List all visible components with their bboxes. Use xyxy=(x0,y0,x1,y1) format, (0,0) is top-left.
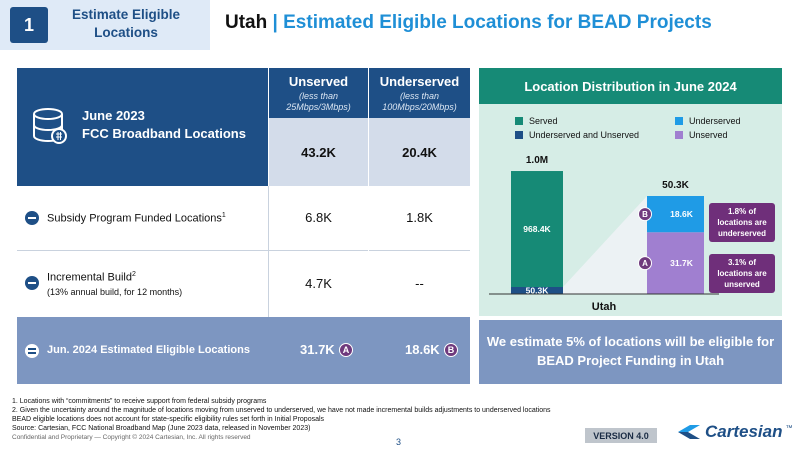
row-underserved-value: -- xyxy=(415,276,424,291)
legend-item-underserved: Underserved xyxy=(675,116,741,126)
row-unserved-value: 6.8K xyxy=(305,210,332,225)
footnote-2: 2. Given the uncertainty around the magn… xyxy=(12,407,551,414)
row-underserved-value: 1.8K xyxy=(406,210,433,225)
bar-badge xyxy=(638,207,652,222)
legend-swatch xyxy=(675,117,683,125)
bar-badge-label: A xyxy=(642,259,648,268)
zoom-wedge xyxy=(563,196,647,294)
title-rest: Estimated Eligible Locations for BEAD Pr… xyxy=(283,12,712,33)
bar-segment-label: 31.7K xyxy=(670,258,694,268)
column-divider xyxy=(368,68,369,317)
page-number: 3 xyxy=(396,437,402,447)
chart-conclusion: We estimate 5% of locations will be elig… xyxy=(479,320,782,384)
hero-line2: FCC Broadband Locations xyxy=(82,126,246,141)
bar-total-label: 50.3K xyxy=(662,180,689,191)
company-logo: Cartesian ™ xyxy=(676,422,792,442)
confidential-notice: Confidential and Proprietary — Copyright… xyxy=(12,434,251,441)
bar-segment-underserved-and-unserved xyxy=(511,287,563,294)
legend-swatch xyxy=(515,117,523,125)
bar-badge xyxy=(638,256,652,271)
source-note: Source: Cartesian, FCC National Broadban… xyxy=(12,425,311,432)
footnotes: 1. Locations with “commitments” to recei… xyxy=(12,397,551,433)
logo-wordmark: Cartesian xyxy=(705,422,783,441)
legend-item-unserved: Unserved xyxy=(675,130,728,140)
x-axis-label: Utah xyxy=(592,301,617,313)
table-row: Incremental Build2 (13% annual build, fo… xyxy=(17,251,470,317)
unserved-sub2: 25Mbps/3Mbps) xyxy=(286,102,351,112)
total-underserved-value: 18.6K xyxy=(405,342,440,357)
row-unserved-value: 4.7K xyxy=(305,276,332,291)
hero-line1: June 2023 xyxy=(82,108,145,123)
logo-trademark: ™ xyxy=(785,424,793,432)
callout-underserved: 1.8% of locations are underserved xyxy=(709,203,775,242)
column-divider xyxy=(268,186,269,317)
cartesian-logo-icon xyxy=(678,425,700,439)
table-row: Subsidy Program Funded Locations1 6.8K 1… xyxy=(17,186,470,251)
section-banner-arrow xyxy=(196,0,210,50)
database-icon xyxy=(33,108,67,144)
unserved-column-header: Unserved (less than 25Mbps/3Mbps) xyxy=(269,68,368,118)
version-badge: VERSION 4.0 xyxy=(585,428,657,443)
footnote-3: BEAD eligible locations does not account… xyxy=(12,416,325,423)
underserved-heading: Underserved xyxy=(379,74,460,89)
chart-panel: Location Distribution in June 2024 Serve… xyxy=(479,68,782,384)
legend-item-underserved-and-unserved: Underserved and Unserved xyxy=(515,130,639,140)
section-label: Estimate Eligible Locations xyxy=(71,7,181,40)
chart-body: Served Underserved Underserved and Unser… xyxy=(479,104,782,316)
minus-icon xyxy=(25,211,39,225)
callout-unserved: 3.1% of locations are unserved xyxy=(709,254,775,293)
minus-icon xyxy=(25,276,39,290)
equals-icon xyxy=(25,344,39,358)
bar-segment-unserved xyxy=(647,232,704,294)
chart-title: Location Distribution in June 2024 xyxy=(479,68,782,104)
section-number: 1 xyxy=(10,7,48,43)
title-state: Utah xyxy=(225,12,268,33)
row-sublabel: (13% annual build, for 12 months) xyxy=(47,287,183,297)
table-hero-cell: June 2023 FCC Broadband Locations xyxy=(17,68,268,186)
bar-segment-underserved xyxy=(647,196,704,233)
legend-swatch xyxy=(675,131,683,139)
badge-a: A xyxy=(339,343,353,357)
footnote-1: 1. Locations with “commitments” to recei… xyxy=(12,398,267,405)
bar-segment-label: 968.4K xyxy=(523,224,551,234)
row-label: Incremental Build2 xyxy=(47,271,136,284)
total-row: Jun. 2024 Estimated Eligible Locations 3… xyxy=(17,317,470,384)
total-unserved-value: 31.7K xyxy=(300,342,335,357)
underserved-sub1: (less than xyxy=(399,91,440,101)
bar-total-label: 1.0M xyxy=(526,155,548,166)
unserved-heading: Unserved xyxy=(288,74,349,89)
legend-item-served: Served xyxy=(515,116,558,126)
unserved-base-value: 43.2K xyxy=(269,118,368,186)
bar-badge-label: B xyxy=(642,210,648,219)
stacked-bar-chart: 50.3K 968.4K 1.0M 31.7K A 18.6K B 50.3K Utah xyxy=(489,155,719,313)
bar-segment-served xyxy=(511,171,563,287)
unserved-sub1: (less than xyxy=(298,91,339,101)
underserved-sub2: 100Mbps/20Mbps) xyxy=(382,102,457,112)
total-label: Jun. 2024 Estimated Eligible Locations xyxy=(47,344,250,356)
badge-b: B xyxy=(444,343,458,357)
row-label: Subsidy Program Funded Locations1 xyxy=(47,212,226,225)
bar-segment-label: 18.6K xyxy=(670,209,694,219)
eligibility-table: June 2023 FCC Broadband Locations Unserv… xyxy=(17,68,470,384)
underserved-base-value: 20.4K xyxy=(369,118,470,186)
legend-swatch xyxy=(515,131,523,139)
page-title: Utah | Estimated Eligible Locations for … xyxy=(225,12,712,34)
bar-segment-label: 50.3K xyxy=(526,286,550,296)
title-separator: | xyxy=(272,12,278,33)
underserved-column-header: Underserved (less than 100Mbps/20Mbps) xyxy=(369,68,470,118)
